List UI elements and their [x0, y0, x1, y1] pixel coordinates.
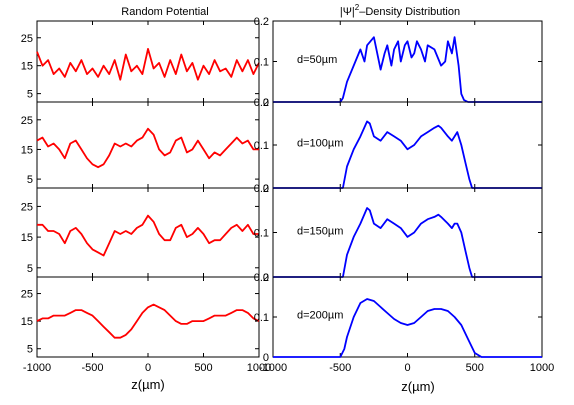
left-xtick-label: 0 — [145, 362, 151, 374]
left-panel-4-frame — [36, 276, 260, 358]
left-xtick-label: -1000 — [23, 362, 51, 374]
right-panel-4-ytick-label: 0.1 — [254, 312, 269, 324]
right-panel-3-annotation: d=150µm — [297, 225, 343, 237]
right-panel-3-ytick-label: 0.1 — [254, 228, 269, 240]
right-panel-title: |Ψ|2–Density Distribution — [340, 3, 460, 18]
left-panel-2-ytick-label: 25 — [21, 115, 33, 127]
right-panel-1-series-line — [273, 36, 542, 103]
right-xtick-label: 500 — [466, 362, 484, 374]
right-panel-3-ytick-label: 0 — [263, 272, 269, 284]
left-panel-title: Random Potential — [121, 6, 208, 18]
left-panel-1-ytick-label: 15 — [21, 61, 33, 73]
left-panel-1-frame — [36, 20, 260, 103]
left-panel-4-ytick-label: 5 — [27, 344, 33, 356]
left-xtick-label: 500 — [194, 362, 212, 374]
left-panel-4-series-line — [36, 303, 260, 339]
left-panel-2-ytick-label: 5 — [27, 174, 33, 186]
right-panel-4-series-line — [273, 298, 542, 358]
left-panel-1-ytick-label: 5 — [27, 89, 33, 101]
right-xtick-label: -1000 — [259, 362, 287, 374]
left-x-axis-label: z(µm) — [131, 377, 164, 392]
right-panel-1-ytick-label: 0.1 — [254, 57, 269, 69]
left-panel-4-ytick-label: 25 — [21, 289, 33, 301]
left-panel-3-ytick-label: 5 — [27, 263, 33, 275]
left-xtick-label: 1000 — [247, 362, 271, 374]
right-xtick-label: -500 — [329, 362, 351, 374]
left-panel-1-series-line — [36, 48, 260, 81]
right-panel-3-ytick-label: 0.2 — [254, 183, 269, 195]
right-panel-2-ytick-label: 0.2 — [254, 97, 269, 109]
left-panel-3-ytick-label: 15 — [21, 232, 33, 244]
right-panel-4-annotation: d=200µm — [297, 310, 343, 322]
left-xtick-label: -500 — [81, 362, 103, 374]
left-panel-2-ytick-label: 15 — [21, 144, 33, 156]
right-panel-2-ytick-label: 0 — [263, 183, 269, 195]
right-panel-4-ytick-label: 0 — [263, 352, 269, 364]
right-panel-1-annotation: d=50µm — [297, 54, 337, 66]
right-panel-2-annotation: d=100µm — [297, 138, 343, 150]
right-panel-3-series-line — [273, 207, 542, 278]
right-panel-4-ytick-label: 0.2 — [254, 272, 269, 284]
left-panel-3-ytick-label: 25 — [21, 201, 33, 213]
right-panel-1-ytick-label: 0.2 — [254, 16, 269, 28]
right-x-axis-label: z(µm) — [401, 379, 434, 394]
right-xtick-label: 1000 — [530, 362, 554, 374]
left-panel-4-ytick-label: 15 — [21, 316, 33, 328]
right-panel-2-ytick-label: 0.1 — [254, 140, 269, 152]
right-panel-2-series-line — [273, 120, 542, 189]
left-panel-3-series-line — [37, 214, 259, 257]
left-panel-1-ytick-label: 25 — [21, 33, 33, 45]
left-panel-2-series-line — [36, 127, 259, 169]
right-panel-1-ytick-label: 0 — [263, 97, 269, 109]
right-xtick-label: 0 — [404, 362, 410, 374]
